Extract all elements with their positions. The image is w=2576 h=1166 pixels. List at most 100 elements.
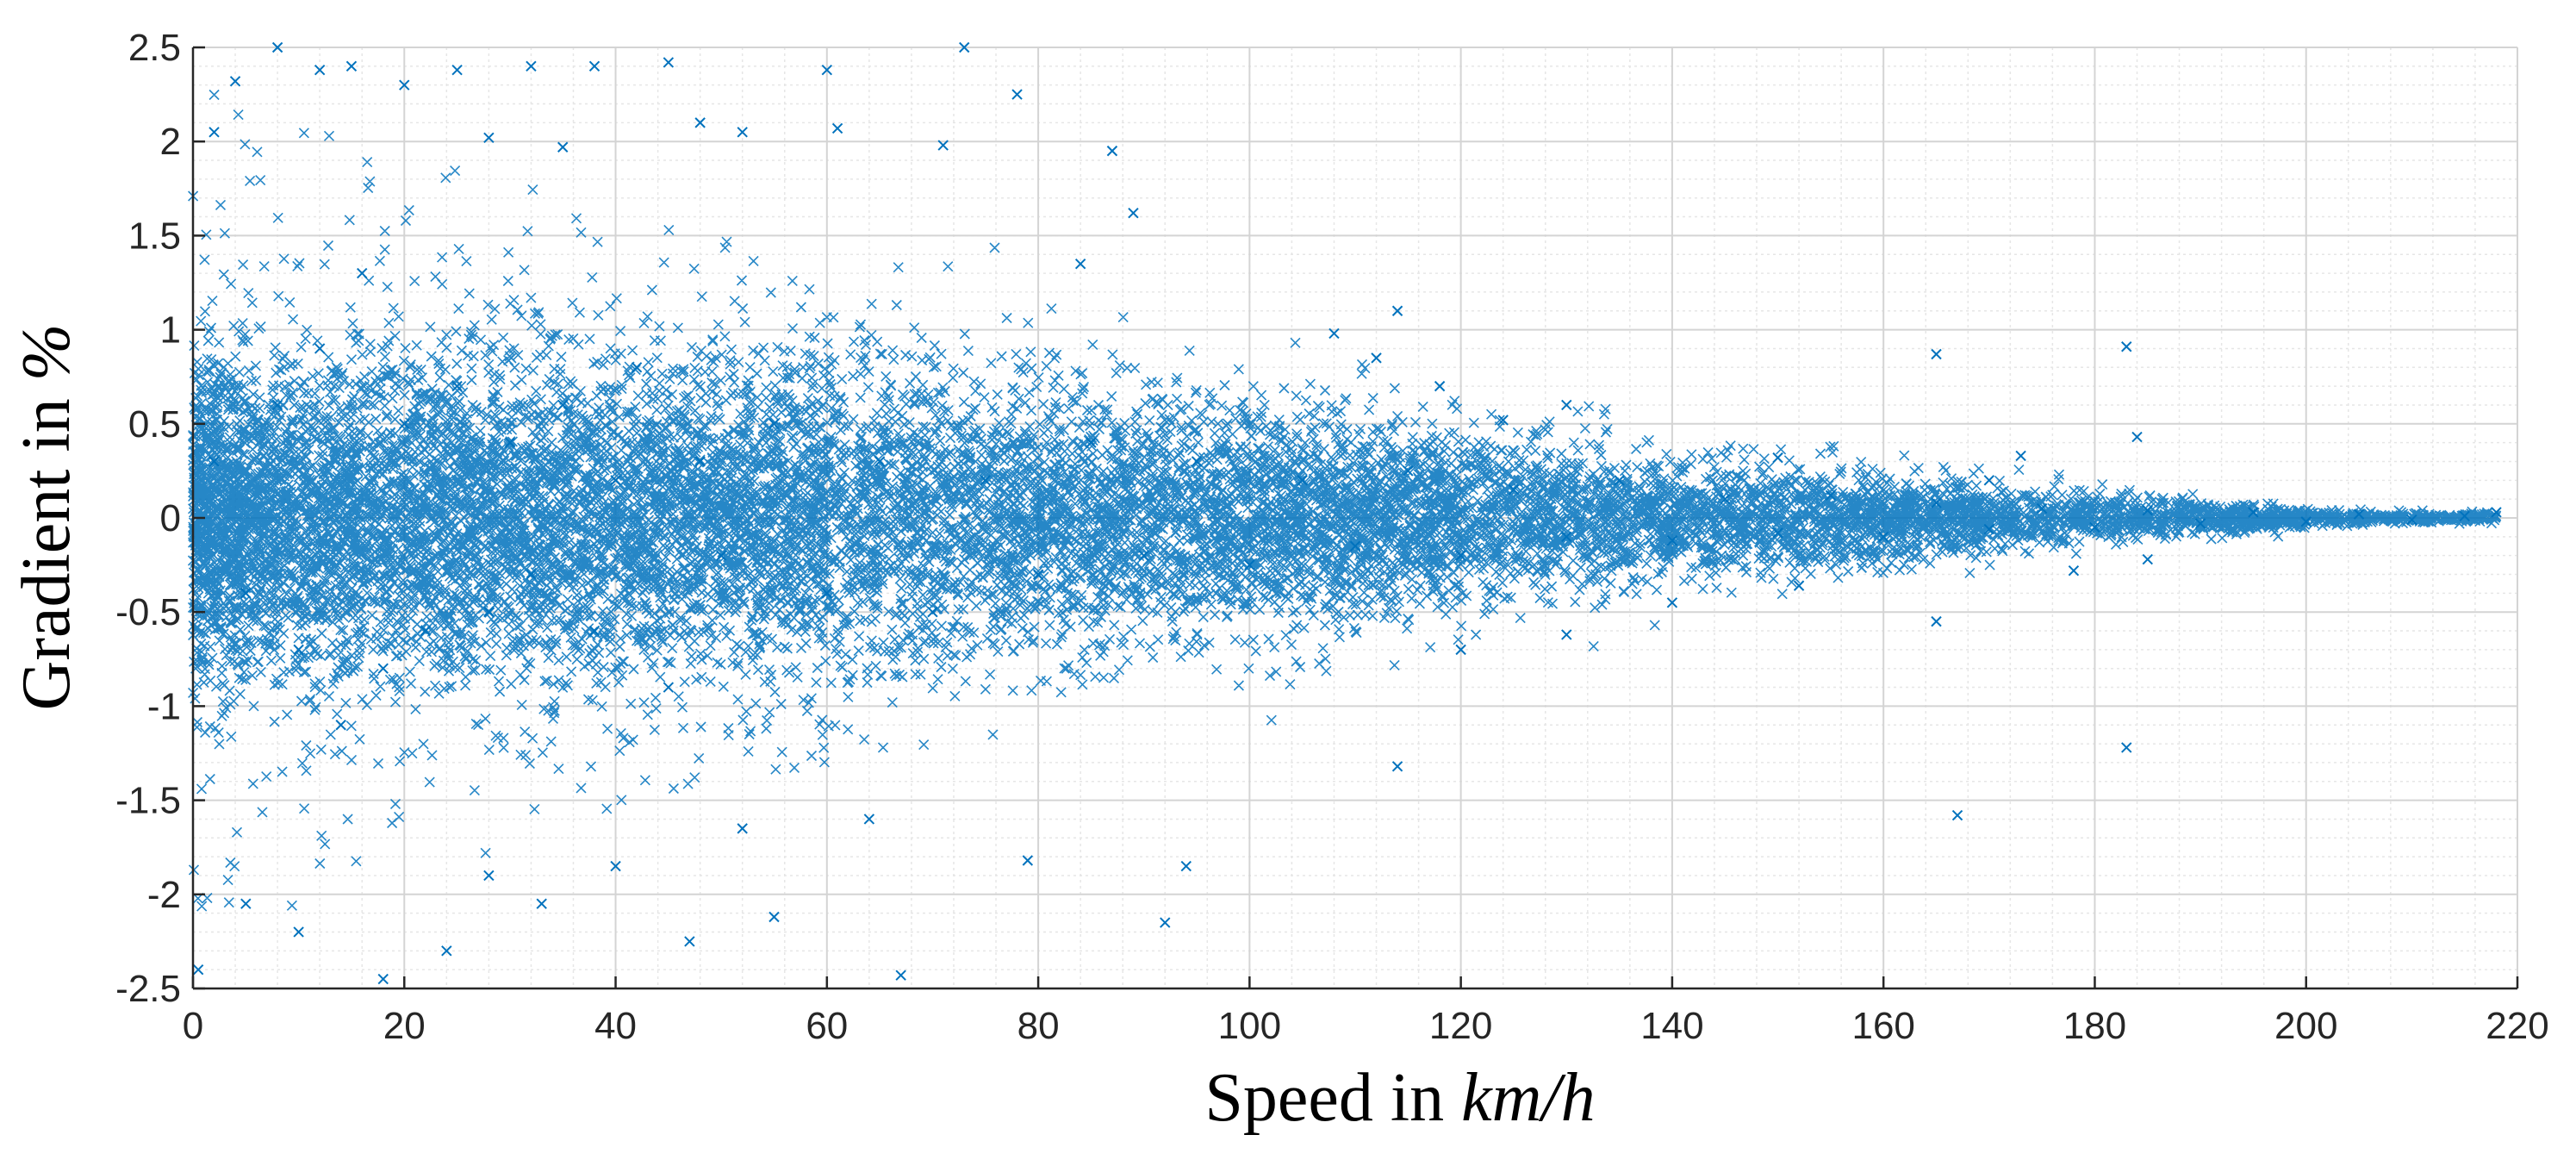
data-points bbox=[187, 41, 2502, 985]
y-tick-label: -0.5 bbox=[115, 591, 181, 633]
outlier-point bbox=[1391, 305, 1403, 316]
outlier-point bbox=[2121, 341, 2132, 352]
x-tick-labels: 0 20 40 60 80 100 120 140 160 180 200 220 bbox=[183, 1005, 2549, 1047]
y-axis-title: Gradient in % bbox=[9, 324, 84, 711]
data-point bbox=[1244, 559, 1255, 571]
data-point bbox=[271, 399, 283, 411]
x-tick-label: 140 bbox=[1640, 1005, 1703, 1047]
data-point bbox=[2089, 521, 2100, 533]
outlier-point bbox=[2068, 564, 2080, 577]
y-tick-label: -2 bbox=[147, 874, 181, 916]
y-tick-label: 2 bbox=[160, 121, 181, 163]
outlier-point bbox=[1160, 917, 1171, 928]
data-point bbox=[1614, 475, 1625, 486]
data-point bbox=[399, 418, 410, 430]
data-point bbox=[631, 362, 643, 373]
x-tick-label: 120 bbox=[1429, 1005, 1492, 1047]
outlier-point bbox=[2015, 450, 2026, 462]
data-point bbox=[2142, 505, 2153, 516]
outlier-point bbox=[441, 945, 452, 957]
outlier-point bbox=[2131, 431, 2143, 443]
outlier-point bbox=[377, 973, 389, 985]
outlier-point bbox=[1772, 452, 1783, 464]
outlier-point bbox=[1328, 327, 1340, 340]
outlier-point bbox=[229, 76, 241, 87]
outlier-point bbox=[1106, 145, 1118, 157]
data-point bbox=[1877, 531, 1889, 543]
data-point bbox=[293, 644, 304, 656]
outlier-point bbox=[1074, 258, 1086, 270]
data-point bbox=[1666, 535, 1678, 546]
data-point bbox=[377, 663, 389, 674]
outlier-point bbox=[1391, 761, 1403, 772]
scatter-cloud bbox=[187, 89, 2502, 912]
x-tick-label: 80 bbox=[1017, 1005, 1060, 1047]
outlier-point bbox=[293, 926, 304, 938]
outlier-point bbox=[483, 132, 495, 144]
outlier-point bbox=[684, 936, 695, 947]
data-point bbox=[1403, 465, 1414, 477]
outlier-point bbox=[1455, 644, 1466, 656]
data-point bbox=[1931, 497, 1942, 508]
outlier-point bbox=[240, 898, 252, 909]
data-point bbox=[314, 343, 326, 354]
y-tick-label: 2.5 bbox=[128, 27, 181, 69]
outlier-point bbox=[526, 60, 537, 72]
data-point bbox=[1191, 456, 1203, 467]
outlier-point bbox=[483, 870, 495, 882]
data-point bbox=[420, 625, 432, 637]
x-tick-label: 0 bbox=[183, 1005, 203, 1047]
x-axis-title: Speed in km/h bbox=[1204, 1060, 1595, 1136]
data-point bbox=[557, 399, 569, 411]
outlier-point bbox=[1983, 475, 1995, 486]
outlier-point bbox=[821, 65, 833, 76]
y-tick-label: 0.5 bbox=[128, 403, 181, 446]
outlier-point bbox=[2142, 553, 2153, 565]
outlier-point bbox=[1022, 855, 1034, 866]
data-point bbox=[588, 625, 600, 637]
outlier-point bbox=[663, 57, 675, 68]
outlier-point bbox=[451, 65, 463, 76]
outlier-point bbox=[1180, 860, 1192, 872]
data-point bbox=[2194, 518, 2206, 529]
data-point bbox=[1825, 489, 1837, 501]
outlier-point bbox=[208, 127, 220, 138]
outlier-point bbox=[694, 117, 706, 128]
data-point bbox=[1772, 527, 1783, 539]
data-point bbox=[240, 588, 252, 599]
y-axis-title-unit: % bbox=[9, 324, 84, 382]
data-point bbox=[610, 475, 621, 486]
y-axis-title-prefix: Gradient in bbox=[9, 381, 84, 710]
outlier-point bbox=[1128, 207, 1139, 219]
x-tick-label: 220 bbox=[2486, 1005, 2548, 1047]
x-axis-title-prefix: Speed in bbox=[1204, 1060, 1461, 1136]
data-point bbox=[821, 588, 833, 599]
data-point bbox=[694, 456, 706, 467]
outlier-point bbox=[1011, 89, 1023, 100]
data-point bbox=[1086, 437, 1097, 448]
data-point bbox=[2353, 508, 2365, 520]
axes bbox=[191, 46, 2519, 990]
outlier-point bbox=[768, 911, 780, 923]
data-point bbox=[208, 456, 220, 467]
data-point bbox=[526, 569, 537, 580]
x-tick-label: 40 bbox=[594, 1005, 637, 1047]
outlier-point bbox=[1561, 629, 1572, 640]
y-tick-label: -1 bbox=[147, 685, 181, 727]
data-point bbox=[2406, 514, 2417, 526]
outlier-point bbox=[1497, 415, 1509, 426]
outlier-point bbox=[610, 860, 621, 872]
x-tick-label: 20 bbox=[383, 1005, 426, 1047]
outlier-point bbox=[937, 140, 949, 151]
data-point bbox=[451, 380, 463, 392]
data-point bbox=[1508, 484, 1520, 496]
data-point bbox=[357, 267, 368, 279]
data-point bbox=[2491, 507, 2502, 518]
x-tick-label: 60 bbox=[806, 1005, 848, 1047]
outlier-point bbox=[399, 79, 410, 90]
data-point bbox=[2300, 516, 2312, 527]
data-point bbox=[1349, 540, 1361, 552]
data-point bbox=[483, 606, 495, 618]
outlier-point bbox=[192, 963, 204, 976]
